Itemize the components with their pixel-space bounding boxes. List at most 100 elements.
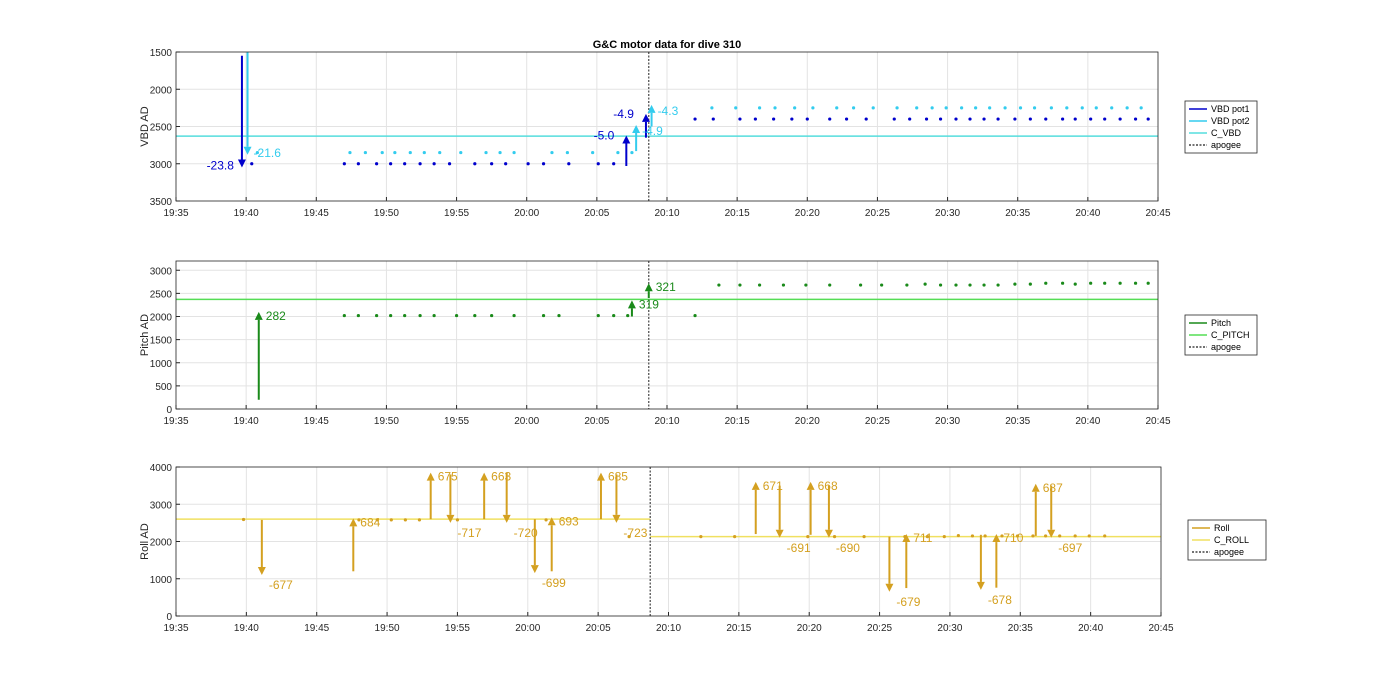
data-point xyxy=(835,106,839,110)
axes-frame xyxy=(175,51,1159,202)
data-point xyxy=(811,106,815,110)
axes-frame xyxy=(175,260,1159,410)
move-arrow-head xyxy=(806,481,815,490)
x-tick-label: 19:40 xyxy=(234,416,259,427)
move-label: 675 xyxy=(438,470,458,484)
data-point xyxy=(1044,117,1048,121)
data-point xyxy=(851,106,856,110)
data-point xyxy=(389,162,393,166)
data-point xyxy=(363,150,367,155)
data-point xyxy=(1073,534,1077,538)
y-tick-label: 3000 xyxy=(150,160,173,171)
data-point xyxy=(793,106,797,110)
y-tick-label: 2500 xyxy=(150,289,173,300)
data-point xyxy=(805,117,809,121)
data-point xyxy=(832,535,837,539)
move-arrow-head xyxy=(612,514,621,523)
panel-3: 19:35 19:40 19:45 19:50 19:55 20:00 20:05 20:10… xyxy=(139,463,1267,634)
data-point xyxy=(895,106,899,110)
move-label: 668 xyxy=(818,479,838,493)
data-point xyxy=(375,162,379,166)
data-point xyxy=(773,106,777,110)
data-point xyxy=(983,534,987,538)
data-point xyxy=(342,313,346,318)
data-point xyxy=(954,117,958,121)
data-point xyxy=(438,150,442,155)
move-arrow-head xyxy=(446,514,455,523)
data-point xyxy=(925,535,930,539)
data-point xyxy=(418,313,422,318)
data-point xyxy=(432,313,436,318)
data-point xyxy=(915,106,919,110)
x-tick-label: 20:35 xyxy=(1008,623,1033,634)
x-tick-label: 20:10 xyxy=(656,623,681,634)
y-tick-label: 4000 xyxy=(150,463,173,474)
data-point xyxy=(541,162,546,166)
x-tick-label: 20:15 xyxy=(725,416,750,427)
data-point xyxy=(375,313,379,318)
data-point xyxy=(596,162,600,166)
move-arrow-head xyxy=(622,135,631,144)
x-tick-label: 20:00 xyxy=(514,208,539,219)
data-point xyxy=(944,106,948,110)
data-point xyxy=(974,106,978,110)
data-point xyxy=(356,162,360,166)
x-tick-label: 20:40 xyxy=(1075,416,1100,427)
data-point xyxy=(544,518,548,522)
move-label: -691 xyxy=(787,541,811,555)
data-point xyxy=(417,518,422,522)
data-point xyxy=(753,117,757,121)
move-arrow-head xyxy=(976,581,985,590)
move-arrow-head xyxy=(641,113,650,122)
data-point xyxy=(1110,106,1114,110)
data-point xyxy=(923,282,927,286)
y-tick-label: 2000 xyxy=(150,538,173,549)
y-tick-label: 1000 xyxy=(150,575,173,586)
x-tick-label: 20:05 xyxy=(586,623,611,634)
x-tick-label: 20:25 xyxy=(865,416,890,427)
data-point xyxy=(1044,534,1048,538)
move-arrow-head xyxy=(992,534,1001,543)
move-label: -23.8 xyxy=(207,158,235,172)
move-label: -723 xyxy=(623,526,647,540)
move-label: -690 xyxy=(836,541,860,555)
y-tick-label: 2500 xyxy=(150,123,173,134)
data-point xyxy=(393,150,397,155)
move-label: -720 xyxy=(514,526,538,540)
data-point xyxy=(1133,117,1138,121)
x-tick-label: 20:40 xyxy=(1078,623,1103,634)
data-point xyxy=(1103,117,1107,121)
data-point xyxy=(1013,282,1017,286)
y-tick-label: 3000 xyxy=(150,266,173,277)
x-tick-label: 20:15 xyxy=(725,208,750,219)
data-point xyxy=(596,313,600,318)
y-axis-label: Pitch AD xyxy=(139,314,151,356)
data-point xyxy=(626,313,630,318)
data-point xyxy=(1118,281,1122,285)
data-point xyxy=(982,283,986,287)
data-point xyxy=(459,150,463,155)
move-arrow-head xyxy=(775,529,784,538)
data-point xyxy=(504,162,508,166)
move-arrow-head xyxy=(1031,483,1040,492)
data-point xyxy=(734,106,738,110)
data-point xyxy=(255,150,259,155)
data-point xyxy=(418,162,422,166)
panel-2: 19:35 19:40 19:45 19:50 19:55 20:00 20:05 20:10… xyxy=(139,260,1258,427)
data-point xyxy=(1103,281,1107,285)
move-label: 282 xyxy=(266,309,286,323)
data-point xyxy=(1146,117,1150,121)
data-point xyxy=(938,117,943,121)
move-label: -717 xyxy=(457,526,481,540)
x-tick-label: 19:40 xyxy=(234,208,259,219)
move-arrow-head xyxy=(243,146,252,155)
move-arrow-head xyxy=(824,529,833,538)
data-point xyxy=(1031,534,1035,538)
move-arrow-head xyxy=(502,514,511,523)
data-point xyxy=(970,534,975,538)
data-point xyxy=(1087,534,1091,538)
data-point xyxy=(930,106,934,110)
move-arrow-head xyxy=(530,565,539,574)
data-point xyxy=(864,117,868,121)
